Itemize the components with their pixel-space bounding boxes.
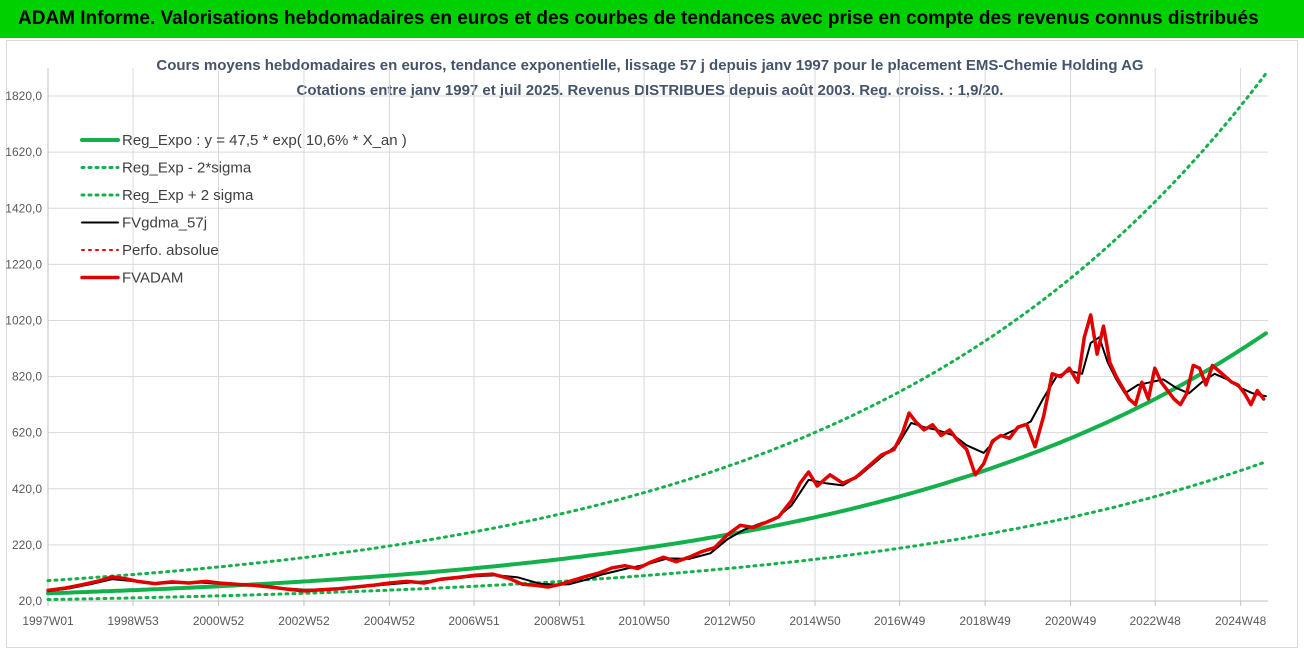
x-tick-label: 2022W48: [1129, 614, 1181, 628]
x-tick-label: 2008W51: [534, 614, 586, 628]
y-tick-label: 1820,0: [5, 89, 42, 103]
x-tick-label: 2000W52: [193, 614, 245, 628]
legend-entry-label: FVgdma_57j: [122, 215, 207, 232]
legend-entry-label: Perfo. absolue: [122, 242, 219, 259]
series-line-1: [46, 460, 1268, 601]
legend-entry-label: Reg_Exp + 2 sigma: [122, 187, 254, 204]
x-tick-label: 2020W49: [1045, 614, 1097, 628]
chart-frame: [6, 40, 1298, 648]
y-tick-label: 1220,0: [5, 257, 42, 271]
report-banner-title: ADAM Informe. Valorisations hebdomadaire…: [0, 0, 1304, 38]
legend-entry-label: FVADAM: [122, 270, 183, 287]
y-tick-label: 1620,0: [5, 145, 42, 159]
x-tick-label: 2012W50: [704, 614, 756, 628]
chart-subtitle: Cotations entre janv 1997 et juil 2025. …: [297, 82, 1004, 99]
x-tick-label: 2018W49: [959, 614, 1011, 628]
series-line-2: [46, 72, 1268, 583]
chart-title: Cours moyens hebdomadaires en euros, ten…: [156, 57, 1143, 74]
x-tick-label: 2014W50: [789, 614, 841, 628]
x-tick-label: 2024W48: [1215, 614, 1267, 628]
x-tick-label: 2006W51: [448, 614, 500, 628]
y-tick-label: 1420,0: [5, 201, 42, 215]
y-tick-label: 220,0: [12, 538, 42, 552]
x-tick-label: 2016W49: [874, 614, 926, 628]
legend-entry-label: Reg_Exp - 2*sigma: [122, 160, 252, 177]
y-tick-label: 1020,0: [5, 313, 42, 327]
x-tick-label: 1998W53: [107, 614, 159, 628]
series-line-5: [46, 313, 1266, 593]
x-tick-label: 2004W52: [364, 614, 416, 628]
y-tick-label: 620,0: [12, 426, 42, 440]
x-tick-label: 2002W52: [278, 614, 330, 628]
legend-entry-label: Reg_Expo : y = 47,5 * exp( 10,6% * X_an …: [122, 132, 407, 149]
y-tick-label: 820,0: [12, 370, 42, 384]
y-tick-label: 20,0: [19, 594, 43, 608]
series-lines: [46, 72, 1268, 601]
legend: Reg_Expo : y = 47,5 * exp( 10,6% * X_an …: [80, 132, 407, 287]
series-line-3: [47, 336, 1267, 593]
x-tick-label: 2010W50: [618, 614, 670, 628]
y-tick-label: 420,0: [12, 482, 42, 496]
axes: 20,0 220,0 420,0 620,0 820,0 1020,0 1220,0 1420…: [5, 68, 1268, 628]
x-tick-label: 1997W01: [22, 614, 74, 628]
